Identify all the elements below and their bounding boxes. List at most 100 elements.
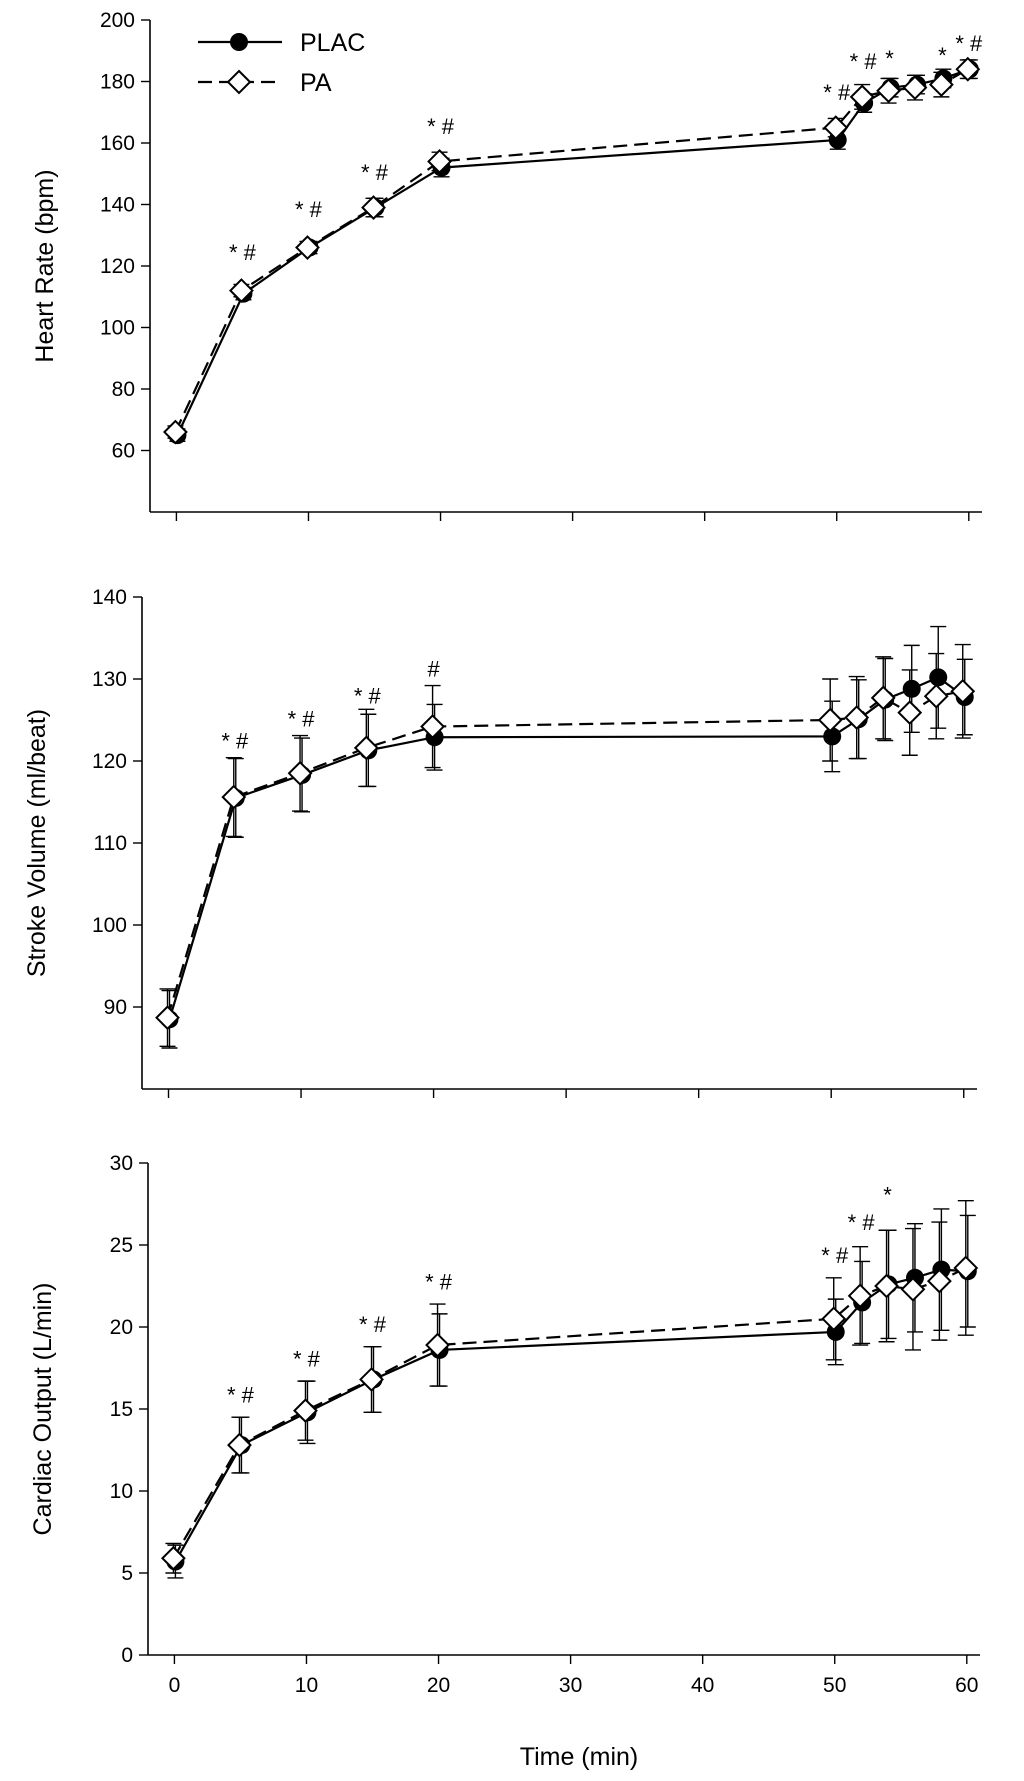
co-significance-marker: * # [359,1312,387,1337]
hr-pa-point [162,419,188,445]
sv-significance-marker: # [427,657,440,682]
hr-pa-point [295,235,320,260]
co-pa-point [227,1432,252,1458]
co-pa-point [900,1276,926,1302]
hr-significance-marker: * # [850,49,878,74]
co-y-tick-label: 25 [110,1234,133,1257]
co-x-tick-label: 50 [823,1674,846,1697]
co-y-tick-label: 5 [121,1562,133,1585]
co-significance-marker: * # [821,1243,849,1268]
hr-significance-marker: * # [427,114,455,139]
co-significance-marker: * # [425,1269,453,1294]
co-pa-point [847,1283,873,1309]
sv-pa-point [950,678,976,704]
sv-pa-point [155,1005,180,1031]
legend-label-pa: PA [300,69,332,97]
sv-pa-point [817,707,843,733]
legend: PLAC PA [198,29,365,97]
sv-pa-point [221,784,247,810]
hr-y-axis-title: Heart Rate (bpm) [31,169,59,362]
hr-y-tick-label: 160 [100,132,135,155]
sv-significance-marker: * # [221,729,249,754]
co-pa-point [953,1255,979,1281]
hr-y-tick-label: 60 [112,440,135,463]
sv-y-tick-label: 130 [92,668,127,691]
hr-plac-line [176,68,971,436]
co-significance-marker: * # [293,1346,321,1371]
legend-marker-pa [226,69,252,95]
co-pa-line [172,1266,967,1559]
hr-pa-point [849,84,875,110]
co-y-tick-label: 20 [110,1316,133,1339]
hr-pa-point [427,149,452,174]
co-y-axis-title: Cardiac Output (L/min) [29,1283,57,1536]
sv-y-tick-label: 120 [92,750,127,773]
co-y-tick-label: 30 [110,1152,133,1175]
sv-pa-point [923,683,949,709]
hr-pa-point [361,195,386,220]
hr-pa-point [955,56,981,82]
co-x-tick-label: 40 [691,1674,714,1697]
co-x-tick-label: 20 [427,1674,450,1697]
sv-plac-point [823,727,842,746]
co-pa-point [293,1398,318,1424]
sv-pa-point [897,700,923,726]
hr-significance-marker: * # [823,80,851,105]
hr-y-tick-label: 200 [100,9,135,32]
co-x-tick-label: 0 [169,1674,181,1697]
sv-pa-point [287,760,313,786]
hr-y-tick-label: 120 [100,255,135,278]
sv-significance-marker: * # [354,684,382,709]
hr-significance-marker: * [885,46,894,71]
co-pa-point [874,1273,899,1299]
hr-pa-point [823,115,849,141]
sv-significance-marker: * # [288,707,316,732]
co-pa-point [359,1367,384,1392]
sv-y-axis-title: Stroke Volume (ml/beat) [23,709,51,977]
co-x-tick-label: 60 [955,1674,978,1697]
co-pa-point [160,1545,186,1571]
co-y-tick-label: 0 [121,1644,133,1667]
sv-pa-point [844,705,870,730]
hr-pa-point [876,78,901,104]
hr-significance-marker: * # [955,31,983,56]
legend-marker-plac [230,33,248,51]
co-y-tick-label: 15 [110,1398,133,1421]
sv-plac-point [902,679,921,698]
co-y-tick-label: 10 [110,1480,133,1503]
co-pa-point [926,1268,952,1294]
co-significance-marker: * [883,1182,892,1207]
co-significance-marker: * # [227,1382,255,1407]
sv-pa-point [420,714,446,739]
hr-significance-marker: * [938,43,947,68]
sv-pa-point [353,735,379,761]
sv-pa-line [166,690,963,1018]
sv-y-tick-label: 100 [92,914,127,937]
hr-pa-point [902,75,928,101]
hr-pa-point [229,278,254,304]
hr-pa-point [928,72,954,97]
co-significance-marker: * # [848,1210,876,1235]
sv-pa-point [870,685,896,711]
panel-hr: 60 80 100 120 140 160 180 200 Heart Rate (bpm) * … [31,9,983,521]
co-x-tick-label: 30 [559,1674,582,1697]
sv-plac-point [929,668,948,687]
hr-y-tick-label: 140 [100,194,135,217]
hr-y-tick-label: 80 [112,378,135,401]
panel-co: 0 5 10 15 20 25 30 0 10 20 30 40 50 60 Cardiac Output … [29,1152,980,1697]
sv-y-tick-label: 90 [104,996,127,1019]
hr-significance-marker: * # [229,240,257,265]
co-pa-point [821,1306,847,1332]
hr-significance-marker: * # [295,197,323,222]
hr-significance-marker: * # [361,160,389,185]
x-axis-title: Time (min) [520,1743,639,1771]
sv-y-tick-label: 110 [94,832,127,855]
sv-y-tick-label: 140 [92,586,127,609]
panel-sv: 90 100 110 120 130 140 Stroke Volume (ml/beat)… [23,586,977,1098]
co-pa-point [425,1332,450,1358]
hr-y-tick-label: 180 [100,71,135,94]
co-x-tick-label: 10 [295,1674,318,1697]
hr-y-tick-label: 100 [100,317,135,340]
legend-label-plac: PLAC [300,29,365,57]
